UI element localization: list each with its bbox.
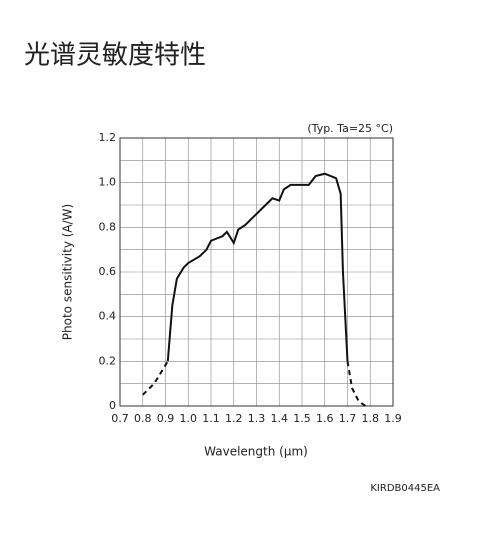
y-tick-label: 0.4 — [99, 310, 117, 323]
x-tick-label: 1.6 — [316, 412, 334, 425]
line — [166, 172, 349, 362]
plot-frame — [119, 137, 394, 407]
x-tick-label: 0.9 — [157, 412, 175, 425]
line — [346, 361, 367, 407]
x-axis-label: Wavelength (μm) — [204, 445, 308, 459]
x-tick-label: 1.2 — [225, 412, 243, 425]
x-tick-label: 1.5 — [293, 412, 311, 425]
figure-code: KIRDB0445EA — [370, 483, 440, 494]
y-tick-label: 1.0 — [99, 176, 117, 189]
x-tick-label: 1.1 — [202, 412, 220, 425]
y-tick-label: 0.2 — [99, 354, 117, 367]
line — [142, 360, 169, 396]
y-axis-label: Photo sensitivity (A/W) — [61, 204, 75, 340]
y-tick-label: 0.8 — [99, 220, 117, 233]
y-tick-label: 0.6 — [99, 265, 117, 278]
x-tick-label: 1.4 — [271, 412, 289, 425]
x-tick-label: 1.7 — [339, 412, 357, 425]
x-tick-label: 0.7 — [111, 412, 129, 425]
y-tick-label: 1.2 — [99, 131, 117, 144]
x-tick-label: 1.0 — [180, 412, 198, 425]
x-tick-label: 0.8 — [134, 412, 152, 425]
x-tick-label: 1.9 — [384, 412, 402, 425]
heading: 光谱灵敏度特性 — [24, 41, 206, 71]
annotation: (Typ. Ta=25 °C) — [307, 122, 393, 135]
y-tick-label: 0 — [109, 399, 116, 412]
x-tick-label: 1.3 — [248, 412, 266, 425]
x-tick-label: 1.8 — [362, 412, 380, 425]
